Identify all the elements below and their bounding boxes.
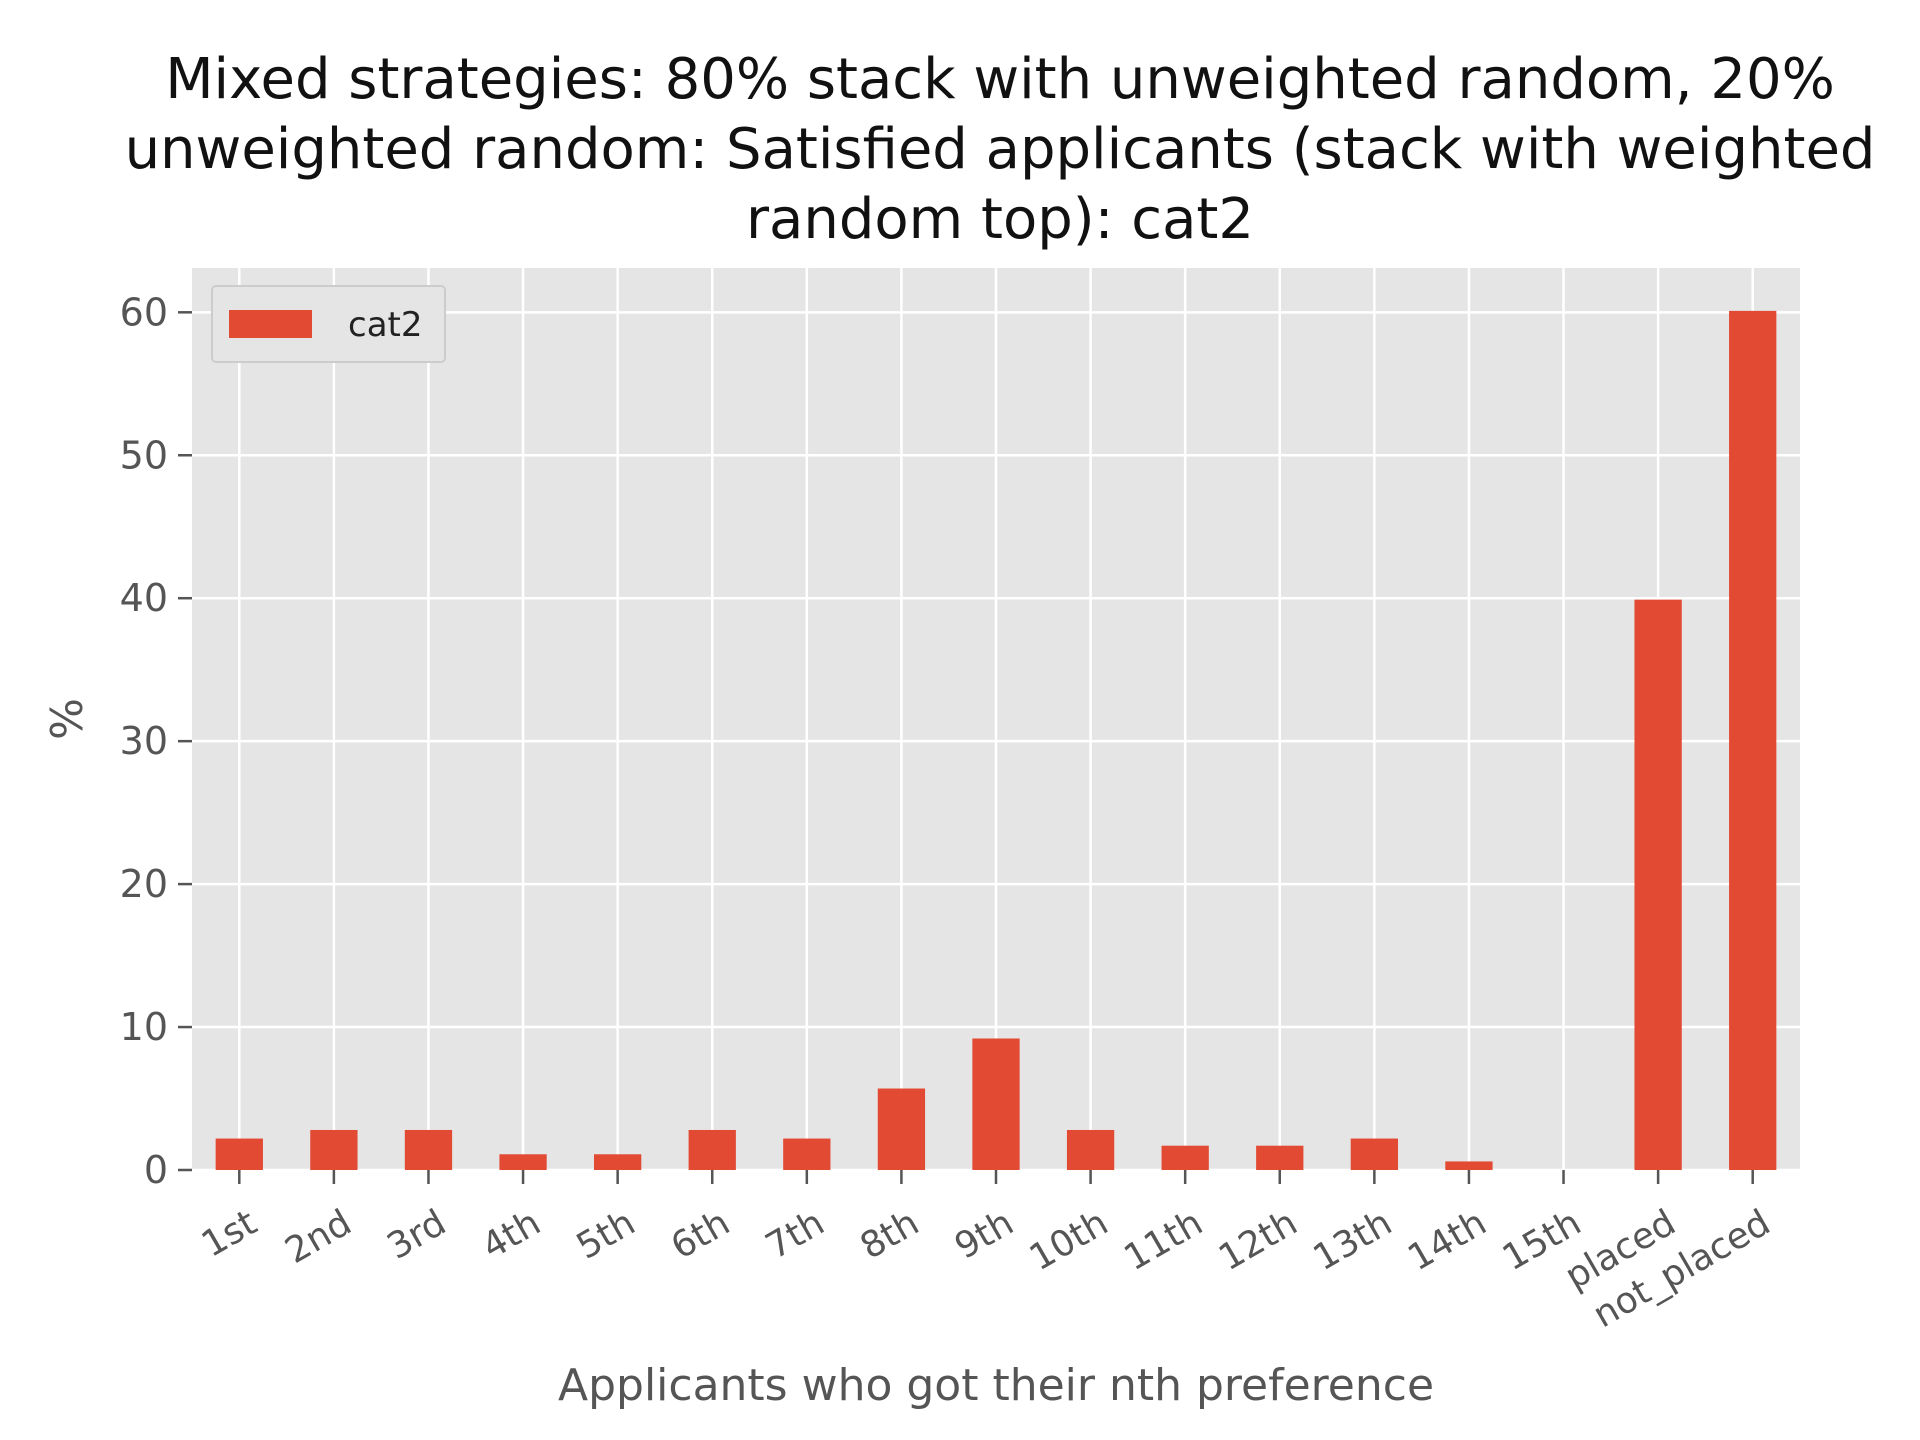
bar-10th [1066,1129,1115,1170]
x-tick-label: 5th [570,1202,642,1267]
x-tick-label: 2nd [278,1202,358,1272]
y-axis-label: % [42,698,93,740]
bar-1st [215,1138,263,1170]
chart-title-line-3: random top): cat2 [746,187,1254,252]
y-tick-label: 10 [120,1005,168,1049]
x-tick-label: 14th [1401,1202,1493,1279]
y-tick-label: 20 [120,862,168,906]
bar-8th [877,1088,926,1170]
bar-5th [594,1154,642,1170]
x-tick-label: 8th [854,1202,926,1267]
x-tick-label: 11th [1118,1202,1210,1279]
x-axis-label: Applicants who got their nth preference [558,1360,1434,1411]
bar-4th [499,1154,547,1170]
x-tick-label: 6th [664,1202,736,1267]
x-tick-label: 10th [1023,1202,1115,1279]
bar-placed [1634,599,1682,1170]
x-tick-label: 13th [1307,1202,1399,1279]
bar-14th [1445,1161,1493,1170]
bar-11th [1161,1145,1209,1170]
y-tick-label: 50 [120,433,168,477]
x-tick-label: 9th [948,1202,1020,1267]
bar-2nd [310,1129,358,1170]
bar-7th [783,1138,831,1170]
bar-9th [972,1038,1020,1170]
legend-swatch [229,310,312,338]
y-tick-label: 40 [120,576,168,620]
bar-13th [1350,1138,1398,1170]
x-tick-label: 1st [195,1202,264,1265]
chart-title-line-1: Mixed strategies: 80% stack with unweigh… [165,47,1835,112]
legend-box [211,285,446,363]
bar-not_placed [1729,310,1777,1171]
legend-label: cat2 [348,305,423,345]
bar-3rd [404,1129,453,1170]
bar-12th [1256,1145,1304,1170]
bars [215,310,1777,1171]
legend: cat2 [211,285,446,363]
y-tick-label: 0 [144,1148,168,1192]
y-tick-label: 30 [120,719,168,763]
y-tick-label: 60 [120,290,168,334]
chart-title-line-2: unweighted random: Satisfied applicants … [124,117,1876,182]
chart-title: Mixed strategies: 80% stack with unweigh… [120,45,1880,255]
bar-6th [688,1129,736,1170]
x-tick-label: 4th [475,1202,547,1267]
x-tick-label: 12th [1212,1202,1304,1279]
x-tick-label: 3rd [381,1202,453,1267]
x-tick-label: 7th [759,1202,831,1267]
